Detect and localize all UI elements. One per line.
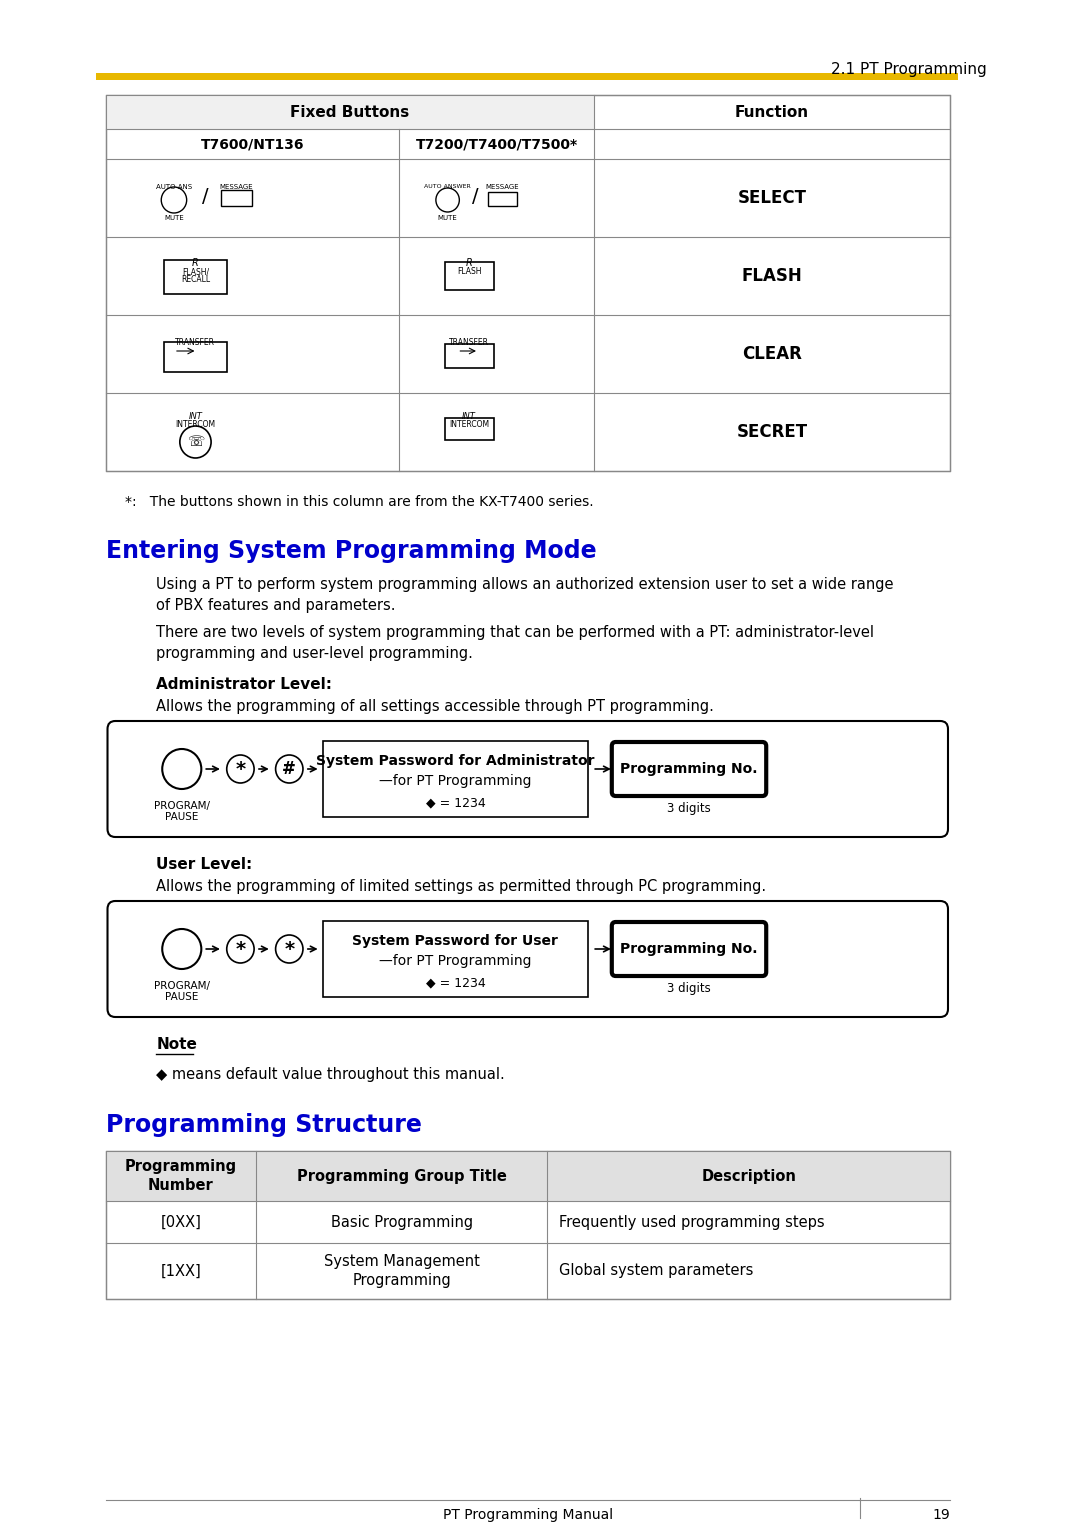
Text: Basic Programming: Basic Programming (330, 1215, 473, 1230)
Bar (323, 921, 589, 996)
Text: System Password for User: System Password for User (352, 934, 558, 947)
Text: MESSAGE: MESSAGE (486, 183, 519, 189)
Text: MUTE: MUTE (437, 215, 458, 222)
Text: Allows the programming of all settings accessible through PT programming.: Allows the programming of all settings a… (157, 698, 714, 714)
Text: #: # (282, 759, 296, 778)
Text: Programming
Number: Programming Number (125, 1158, 237, 1193)
FancyBboxPatch shape (611, 921, 766, 976)
Bar (445, 344, 494, 368)
Text: FLASH: FLASH (457, 267, 482, 277)
Bar (445, 419, 494, 440)
Text: Programming Structure: Programming Structure (106, 1112, 421, 1137)
Bar (164, 342, 227, 371)
Text: Using a PT to perform system programming allows an authorized extension user to : Using a PT to perform system programming… (157, 578, 894, 613)
Text: Administrator Level:: Administrator Level: (157, 677, 333, 692)
Bar (164, 260, 227, 293)
Text: 3 digits: 3 digits (667, 981, 711, 995)
Text: —for PT Programming: —for PT Programming (379, 953, 531, 969)
Text: R: R (465, 258, 472, 267)
Text: FLASH: FLASH (742, 267, 802, 286)
Text: Entering System Programming Mode: Entering System Programming Mode (106, 539, 596, 562)
Text: 3 digits: 3 digits (667, 802, 711, 814)
Bar (323, 741, 589, 817)
Text: RECALL: RECALL (181, 275, 210, 284)
Text: INT: INT (462, 413, 476, 422)
Text: /: / (472, 186, 478, 205)
Text: SELECT: SELECT (738, 189, 807, 206)
Text: *: * (235, 940, 245, 958)
Text: Programming Group Title: Programming Group Title (297, 1169, 507, 1184)
Text: Fixed Buttons: Fixed Buttons (291, 104, 409, 119)
Text: MUTE: MUTE (164, 215, 184, 222)
Text: [1XX]: [1XX] (161, 1264, 201, 1279)
Text: 19: 19 (932, 1508, 950, 1522)
Text: ☏: ☏ (187, 435, 204, 449)
Bar (106, 95, 950, 471)
Text: SECRET: SECRET (737, 423, 808, 442)
Text: PAUSE: PAUSE (165, 992, 199, 1002)
Text: Programming No.: Programming No. (620, 762, 758, 776)
Text: Frequently used programming steps: Frequently used programming steps (559, 1215, 825, 1230)
Text: AUTO ANSWER: AUTO ANSWER (424, 183, 471, 189)
Bar (96, 73, 958, 79)
Text: Note: Note (157, 1038, 198, 1051)
Text: TRANSFER: TRANSFER (449, 338, 489, 347)
Text: *:   The buttons shown in this column are from the KX-T7400 series.: *: The buttons shown in this column are … (125, 495, 594, 509)
FancyBboxPatch shape (108, 721, 948, 837)
Text: —for PT Programming: —for PT Programming (379, 775, 531, 788)
Bar (445, 261, 494, 290)
Text: MESSAGE: MESSAGE (219, 183, 254, 189)
Text: T7600/NT136: T7600/NT136 (201, 138, 303, 151)
Text: /: / (202, 186, 208, 205)
Text: Allows the programming of limited settings as permitted through PC programming.: Allows the programming of limited settin… (157, 879, 767, 894)
Text: ◆ means default value throughout this manual.: ◆ means default value throughout this ma… (157, 1067, 505, 1082)
Text: *: * (235, 759, 245, 778)
Text: ◆ = 1234: ◆ = 1234 (426, 796, 485, 810)
Text: PT Programming Manual: PT Programming Manual (443, 1508, 612, 1522)
Text: FLASH/: FLASH/ (181, 267, 210, 277)
Text: User Level:: User Level: (157, 857, 253, 872)
Text: R: R (192, 258, 199, 267)
Bar (106, 1151, 950, 1201)
Bar (221, 189, 252, 206)
Text: PROGRAM/: PROGRAM/ (153, 981, 210, 992)
Text: Programming No.: Programming No. (620, 941, 758, 957)
Text: TRANSFER: TRANSFER (175, 338, 216, 347)
Text: AUTO ANS: AUTO ANS (156, 183, 192, 189)
Text: Global system parameters: Global system parameters (559, 1264, 754, 1279)
Text: PAUSE: PAUSE (165, 811, 199, 822)
Text: INTERCOM: INTERCOM (449, 420, 489, 429)
Text: Function: Function (735, 104, 809, 119)
Text: T7200/T7400/T7500*: T7200/T7400/T7500* (416, 138, 578, 151)
Text: There are two levels of system programming that can be performed with a PT: admi: There are two levels of system programmi… (157, 625, 875, 662)
Text: System Password for Administrator: System Password for Administrator (316, 753, 595, 769)
Text: ◆ = 1234: ◆ = 1234 (426, 976, 485, 990)
Bar (106, 95, 594, 128)
FancyBboxPatch shape (108, 902, 948, 1018)
Text: Description: Description (701, 1169, 796, 1184)
Text: INTERCOM: INTERCOM (175, 420, 216, 429)
Text: CLEAR: CLEAR (742, 345, 802, 364)
Text: PROGRAM/: PROGRAM/ (153, 801, 210, 811)
FancyBboxPatch shape (611, 743, 766, 796)
Text: 2.1 PT Programming: 2.1 PT Programming (832, 63, 987, 76)
Text: [0XX]: [0XX] (160, 1215, 201, 1230)
Text: INT: INT (189, 413, 202, 422)
Text: *: * (284, 940, 295, 958)
Bar (488, 193, 517, 206)
Text: System Management
Programming: System Management Programming (324, 1253, 480, 1288)
Bar (106, 1151, 950, 1299)
